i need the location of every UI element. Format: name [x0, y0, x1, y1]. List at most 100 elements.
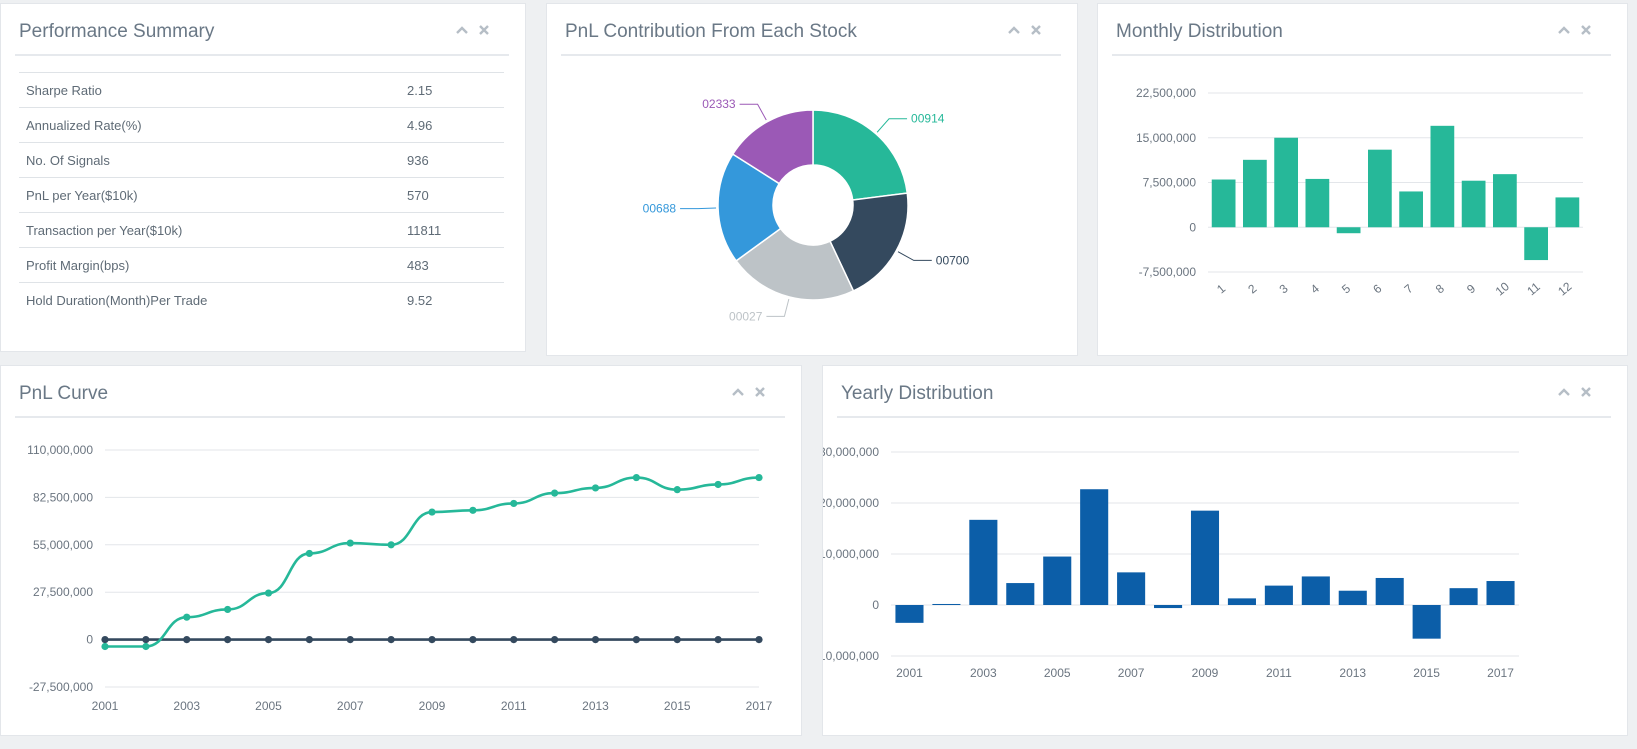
- data-point: [591, 636, 600, 644]
- data-point: [673, 486, 681, 494]
- metric-label: No. Of Signals: [19, 142, 400, 178]
- y-tick-label: -7,500,000: [1139, 265, 1197, 279]
- pie-label-line: [739, 103, 767, 121]
- metric-value: 9.52: [400, 282, 504, 317]
- metric-label: Annualized Rate(%): [19, 107, 400, 143]
- bar: [1338, 590, 1367, 605]
- pie-label-line: [876, 118, 908, 133]
- data-point: [714, 480, 722, 489]
- data-point: [387, 541, 395, 549]
- close-icon[interactable]: [1029, 23, 1043, 37]
- data-point: [305, 549, 313, 558]
- table-row: Sharpe Ratio 2.15: [19, 72, 504, 108]
- table-row: Annualized Rate(%) 4.96: [19, 107, 504, 143]
- bar: [1461, 180, 1486, 228]
- performance-summary-panel: Performance Summary Sharpe Ratio 2.15 An…: [0, 3, 526, 352]
- pie-slice: [731, 109, 814, 185]
- pnl-contribution-header: PnL Contribution From Each Stock: [561, 4, 1061, 56]
- pie-label-line: [680, 207, 717, 210]
- data-point: [264, 589, 273, 597]
- bar: [1305, 178, 1330, 228]
- pie-label: 02333: [702, 97, 736, 111]
- pnl-curve-panel: PnL Curve -27,500,000 0 27,500,000 55,000,0…: [0, 365, 802, 736]
- pie-slice: [735, 227, 855, 301]
- bar: [1430, 125, 1455, 228]
- x-tick-label: 2: [1245, 281, 1259, 296]
- x-tick-label: 2003: [970, 666, 997, 680]
- close-icon[interactable]: [1579, 23, 1593, 37]
- close-icon[interactable]: [753, 385, 767, 399]
- performance-table: Sharpe Ratio 2.15 Annualized Rate(%) 4.9…: [19, 72, 504, 317]
- metric-label: Profit Margin(bps): [19, 247, 400, 283]
- collapse-icon[interactable]: [455, 23, 469, 37]
- pnl-contribution-panel: PnL Contribution From Each Stock 00914 00…: [546, 3, 1078, 356]
- x-tick-label: 8: [1433, 281, 1447, 296]
- pie-label: 00700: [936, 253, 970, 267]
- x-tick-label: 2005: [255, 699, 282, 713]
- bar: [895, 605, 924, 623]
- metric-label: Transaction per Year($10k): [19, 212, 400, 248]
- collapse-icon[interactable]: [1007, 23, 1021, 37]
- x-tick-label: 2013: [582, 699, 609, 713]
- x-tick-label: 10: [1493, 279, 1512, 299]
- x-tick-label: 2001: [896, 666, 923, 680]
- data-point: [714, 636, 722, 644]
- y-tick-label: -10,000,000: [823, 649, 879, 663]
- metric-label: Sharpe Ratio: [19, 72, 400, 108]
- metric-value: 570: [400, 177, 504, 213]
- close-icon[interactable]: [1579, 385, 1593, 399]
- panel-title: PnL Curve: [19, 383, 109, 404]
- bar: [1336, 227, 1361, 234]
- panel-tools: [723, 385, 767, 403]
- data-point: [305, 636, 313, 644]
- data-point: [551, 636, 559, 644]
- data-point: [591, 484, 600, 492]
- data-point: [224, 636, 232, 644]
- pnl-curve-header: PnL Curve: [15, 366, 785, 418]
- monthly-bar-chart: -7,500,000 0 7,500,000 15,000,000 22,500,000…: [1136, 86, 1583, 299]
- y-tick-label: 22,500,000: [1136, 86, 1196, 100]
- data-point: [183, 636, 191, 644]
- x-tick-label: 4: [1308, 281, 1322, 296]
- table-row: No. Of Signals 936: [19, 142, 504, 178]
- x-tick-label: 2007: [337, 699, 364, 713]
- data-point: [632, 636, 640, 644]
- data-point: [387, 636, 395, 644]
- y-tick-label: 0: [1189, 220, 1196, 234]
- data-point: [510, 499, 518, 508]
- x-tick-label: 2009: [1192, 666, 1219, 680]
- panel-title: Performance Summary: [19, 21, 215, 42]
- collapse-icon[interactable]: [1557, 385, 1571, 399]
- data-point: [346, 539, 354, 547]
- x-tick-label: 2011: [501, 699, 527, 713]
- metric-label: Hold Duration(Month)Per Trade: [19, 282, 400, 317]
- pnl-contribution-donut-chart: 00914 00700 00027 00688 02333: [643, 97, 970, 323]
- panel-tools: [447, 23, 491, 41]
- y-tick-label: 110,000,000: [27, 443, 93, 457]
- x-tick-label: 1: [1214, 281, 1228, 296]
- data-point: [101, 642, 109, 651]
- y-tick-label: 55,000,000: [33, 538, 93, 552]
- data-point: [632, 473, 640, 482]
- bar: [1555, 197, 1580, 228]
- y-tick-label: 10,000,000: [823, 547, 879, 561]
- bar: [1486, 581, 1515, 605]
- x-tick-label: 2015: [664, 699, 691, 713]
- data-point: [101, 636, 109, 644]
- pie-label: 00914: [911, 112, 945, 126]
- table-row: PnL per Year($10k) 570: [19, 177, 504, 213]
- y-tick-label: 20,000,000: [823, 496, 879, 510]
- collapse-icon[interactable]: [1557, 23, 1571, 37]
- performance-summary-header: Performance Summary: [15, 4, 509, 56]
- table-row: Transaction per Year($10k) 11811: [19, 212, 504, 248]
- y-tick-label: 30,000,000: [823, 445, 879, 459]
- pie-label: 00027: [729, 309, 763, 323]
- metric-value: 4.96: [400, 107, 504, 143]
- data-point: [142, 642, 150, 651]
- bar: [932, 603, 961, 605]
- close-icon[interactable]: [477, 23, 491, 37]
- metric-label: PnL per Year($10k): [19, 177, 400, 213]
- pie-label: 00688: [643, 202, 677, 216]
- collapse-icon[interactable]: [731, 385, 745, 399]
- y-tick-label: 82,500,000: [33, 490, 93, 504]
